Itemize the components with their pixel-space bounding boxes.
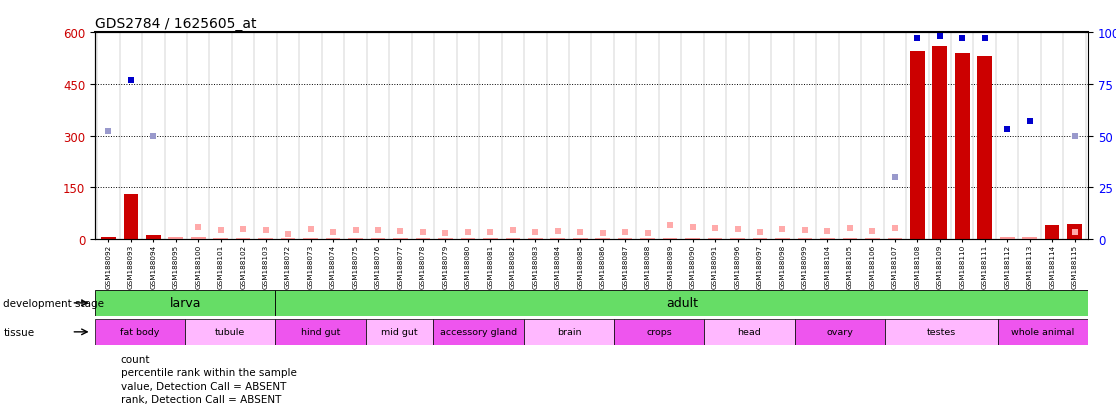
Bar: [366, 319, 433, 345]
Text: tissue: tissue: [3, 327, 35, 337]
Bar: [235, 238, 250, 240]
Bar: [146, 235, 161, 240]
Text: tubule: tubule: [215, 328, 246, 337]
Bar: [1067, 224, 1081, 240]
Bar: [955, 54, 970, 240]
Bar: [213, 238, 228, 240]
Bar: [371, 238, 385, 240]
Bar: [1045, 226, 1059, 240]
Text: brain: brain: [557, 328, 581, 337]
Text: larva: larva: [170, 297, 201, 310]
Bar: [483, 238, 498, 240]
Bar: [528, 238, 542, 240]
Bar: [185, 319, 276, 345]
Bar: [978, 57, 992, 240]
Bar: [614, 319, 704, 345]
Bar: [191, 238, 205, 240]
Bar: [95, 319, 185, 345]
Text: adult: adult: [666, 297, 698, 310]
Bar: [843, 238, 857, 240]
Bar: [1022, 238, 1037, 240]
Bar: [618, 238, 633, 240]
Bar: [326, 238, 340, 240]
Bar: [506, 238, 520, 240]
Bar: [910, 52, 925, 240]
Bar: [798, 238, 812, 240]
Text: ovary: ovary: [826, 328, 854, 337]
Bar: [730, 238, 744, 240]
Text: head: head: [738, 328, 761, 337]
Text: fat body: fat body: [121, 328, 160, 337]
Bar: [885, 319, 998, 345]
Bar: [641, 238, 655, 240]
Bar: [596, 238, 610, 240]
Bar: [752, 238, 768, 240]
Bar: [550, 238, 565, 240]
Bar: [169, 238, 183, 240]
Text: whole animal: whole animal: [1011, 328, 1075, 337]
Text: value, Detection Call = ABSENT: value, Detection Call = ABSENT: [121, 381, 286, 391]
Bar: [304, 238, 318, 240]
Bar: [776, 238, 790, 240]
Bar: [685, 238, 700, 240]
Bar: [393, 238, 407, 240]
Bar: [933, 47, 947, 240]
Text: hind gut: hind gut: [301, 328, 340, 337]
Bar: [461, 238, 475, 240]
Bar: [124, 195, 138, 240]
Bar: [573, 238, 587, 240]
Bar: [415, 238, 431, 240]
Bar: [998, 319, 1088, 345]
Text: mid gut: mid gut: [382, 328, 417, 337]
Bar: [820, 238, 835, 240]
Text: testes: testes: [926, 328, 956, 337]
Bar: [439, 238, 453, 240]
Bar: [281, 238, 296, 240]
Bar: [102, 238, 116, 240]
Bar: [1000, 238, 1014, 240]
Bar: [276, 319, 366, 345]
Bar: [663, 238, 677, 240]
Text: percentile rank within the sample: percentile rank within the sample: [121, 368, 297, 377]
Text: GDS2784 / 1625605_at: GDS2784 / 1625605_at: [95, 17, 257, 31]
Bar: [348, 238, 363, 240]
Bar: [276, 290, 1088, 316]
Bar: [433, 319, 523, 345]
Bar: [795, 319, 885, 345]
Text: development stage: development stage: [3, 298, 105, 308]
Bar: [704, 319, 795, 345]
Bar: [523, 319, 614, 345]
Text: crops: crops: [646, 328, 672, 337]
Text: rank, Detection Call = ABSENT: rank, Detection Call = ABSENT: [121, 394, 281, 404]
Bar: [865, 238, 879, 240]
Bar: [887, 238, 902, 240]
Text: accessory gland: accessory gland: [440, 328, 517, 337]
Text: count: count: [121, 354, 150, 364]
Bar: [258, 238, 273, 240]
Bar: [708, 238, 722, 240]
Bar: [95, 290, 276, 316]
